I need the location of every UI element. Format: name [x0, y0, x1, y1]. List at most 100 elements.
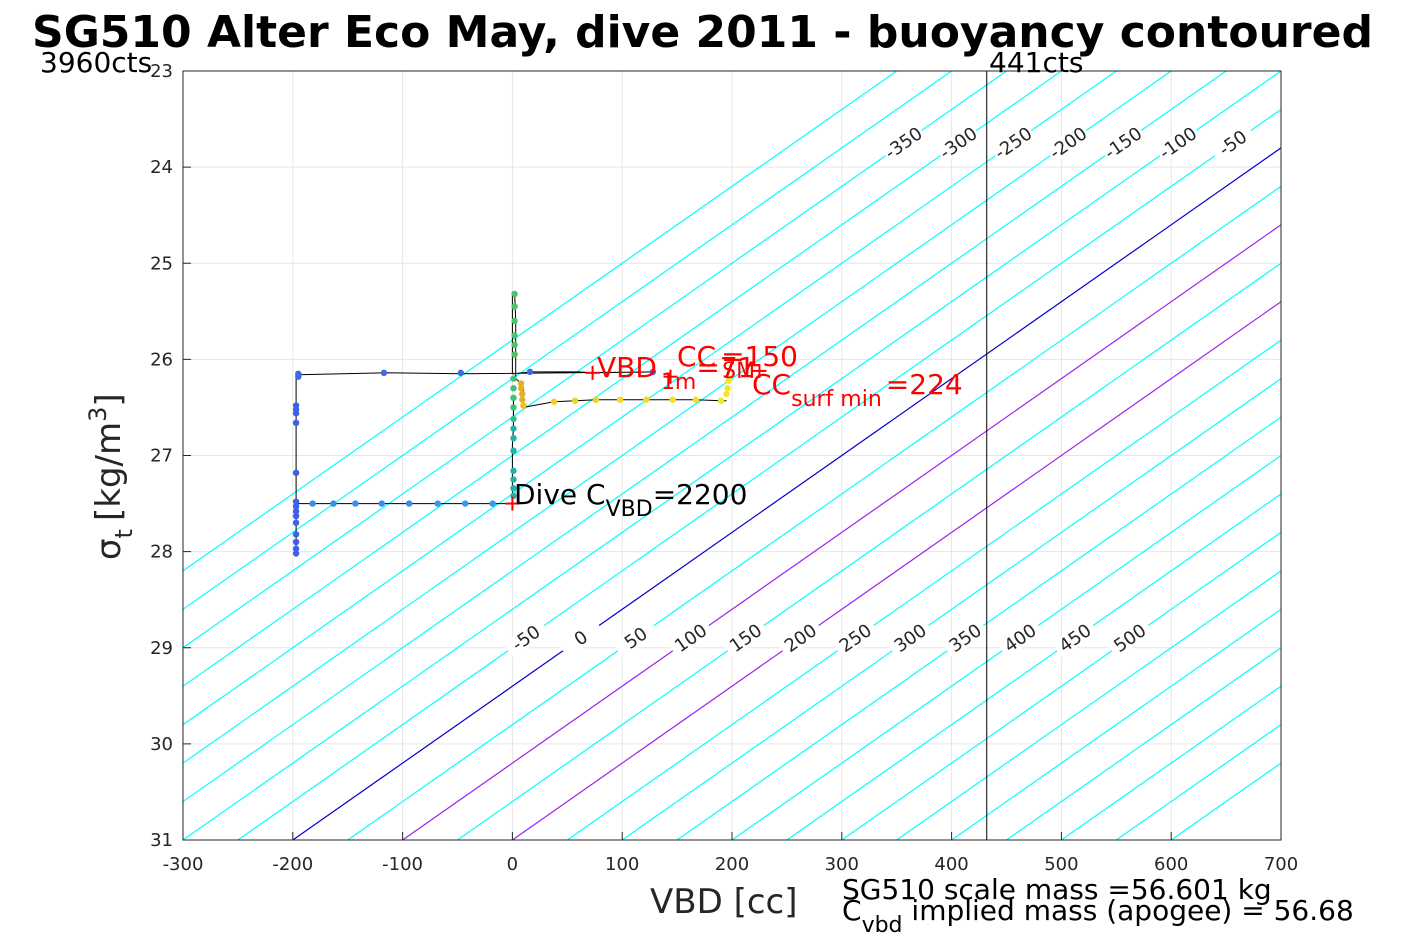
contour-line — [402, 224, 1281, 840]
data-point — [519, 390, 526, 398]
x-tick-label: -200 — [272, 854, 313, 875]
dive-cvbd-label: Dive C — [514, 478, 606, 511]
data-point — [510, 484, 517, 492]
x-tick-label: 100 — [605, 854, 639, 875]
y-axis-label-unit: [kg/m — [89, 422, 129, 521]
contour-line — [183, 71, 1227, 803]
red-plus-marker — [585, 365, 600, 380]
contour-label-bg — [997, 618, 1044, 659]
y-axis-label-sub: t — [110, 529, 138, 538]
cc-surf-value: =224 — [886, 368, 963, 401]
x-tick-label: 0 — [507, 854, 518, 875]
data-point — [292, 469, 300, 477]
x-tick-label: 400 — [934, 854, 968, 875]
buoyancy-contours — [183, 71, 1281, 840]
contour-label-bg — [557, 618, 605, 659]
red-plus-marker — [505, 496, 520, 511]
data-point — [434, 500, 441, 507]
vbd-annotation-label: VBD — [597, 351, 657, 384]
contour-label-bg — [612, 618, 660, 659]
svg-text:σt[kg/m3]: σt [kg/m3] — [84, 393, 138, 560]
data-point — [292, 503, 300, 510]
x-tick-label: 500 — [1044, 854, 1078, 875]
data-point — [510, 415, 517, 423]
top-left-count-label: 3960cts — [40, 46, 152, 79]
contour-line — [183, 71, 952, 611]
data-point — [510, 375, 517, 382]
trajectory-path — [295, 291, 727, 552]
cc-annotation-label: CC — [677, 340, 716, 373]
cc-surf-sub: surf min — [791, 387, 882, 412]
y-axis-label-main: σ — [89, 538, 129, 560]
data-point — [330, 500, 337, 507]
contour-label-bg — [1099, 123, 1147, 164]
data-point — [519, 396, 526, 403]
scale-mass-text: SG510 scale mass =56.601 kg — [842, 873, 1272, 906]
data-point — [292, 519, 300, 526]
data-point — [457, 369, 464, 377]
implied-mass-c: C — [842, 894, 862, 927]
x-tick-label: -100 — [382, 854, 423, 875]
data-point — [550, 398, 558, 405]
data-point — [511, 303, 518, 310]
cc-surf-annotation: CCsurf min =224 — [752, 368, 963, 412]
data-point — [292, 508, 300, 515]
data-point — [461, 500, 469, 507]
data-point — [510, 425, 517, 432]
data-point — [692, 396, 699, 403]
contour-line — [512, 300, 1281, 840]
contour-label-bg — [1106, 618, 1154, 659]
data-point — [292, 538, 300, 546]
implied-mass-sub: vbd — [862, 913, 903, 938]
data-point — [725, 377, 732, 384]
y-tick-label: 23 — [150, 61, 173, 82]
contour-line — [621, 377, 1281, 840]
x-axis-label: VBD [cc] — [650, 882, 798, 922]
y-axis-label: σt [kg/m3] — [84, 393, 138, 560]
contour-label-bg — [935, 123, 982, 164]
contour-label-bg — [722, 618, 769, 659]
contour-label-bg — [667, 618, 715, 659]
data-point — [292, 512, 300, 520]
data-point — [511, 351, 518, 358]
data-point — [309, 500, 316, 507]
data-point — [292, 498, 300, 505]
data-point — [510, 385, 517, 392]
contour-line — [951, 608, 1281, 840]
data-point — [520, 402, 527, 409]
y-tick-label: 28 — [150, 542, 173, 563]
contour-label-bg — [1209, 123, 1257, 164]
data-point — [292, 550, 300, 557]
data-point — [724, 385, 731, 392]
data-point — [510, 434, 517, 442]
implied-mass-text: Cvbd implied mass (apogee) = 56.68 — [842, 894, 1354, 938]
data-point — [571, 397, 579, 404]
contour-line — [292, 147, 1281, 840]
contour-line — [347, 185, 1281, 840]
dive-cvbd-value: =2200 — [653, 478, 748, 511]
red-markers — [505, 363, 767, 511]
cc-surf-label: CC — [752, 368, 791, 401]
chart-title: SG510 Alter Eco May, dive 2011 - buoyanc… — [32, 7, 1373, 58]
data-point — [511, 317, 518, 325]
contour-label-bg — [832, 618, 879, 659]
red-plus-marker — [663, 369, 678, 384]
contour-line — [566, 339, 1281, 840]
data-point — [378, 500, 385, 507]
data-points — [292, 290, 732, 557]
contour-label-bg — [1051, 618, 1099, 659]
contour-label-bg — [1045, 123, 1092, 164]
contour-line — [183, 71, 1117, 726]
contour-line — [676, 416, 1281, 840]
x-tick-label: 300 — [825, 854, 859, 875]
contour-label-bg — [502, 618, 550, 659]
data-point — [643, 396, 650, 403]
contour-label-bg — [942, 618, 989, 659]
y-tick-label: 29 — [150, 638, 173, 659]
data-point — [511, 332, 518, 339]
data-point — [510, 447, 517, 454]
data-point — [489, 500, 496, 507]
y-axis-label-close: ] — [89, 393, 129, 406]
x-tick-label: 600 — [1154, 854, 1188, 875]
